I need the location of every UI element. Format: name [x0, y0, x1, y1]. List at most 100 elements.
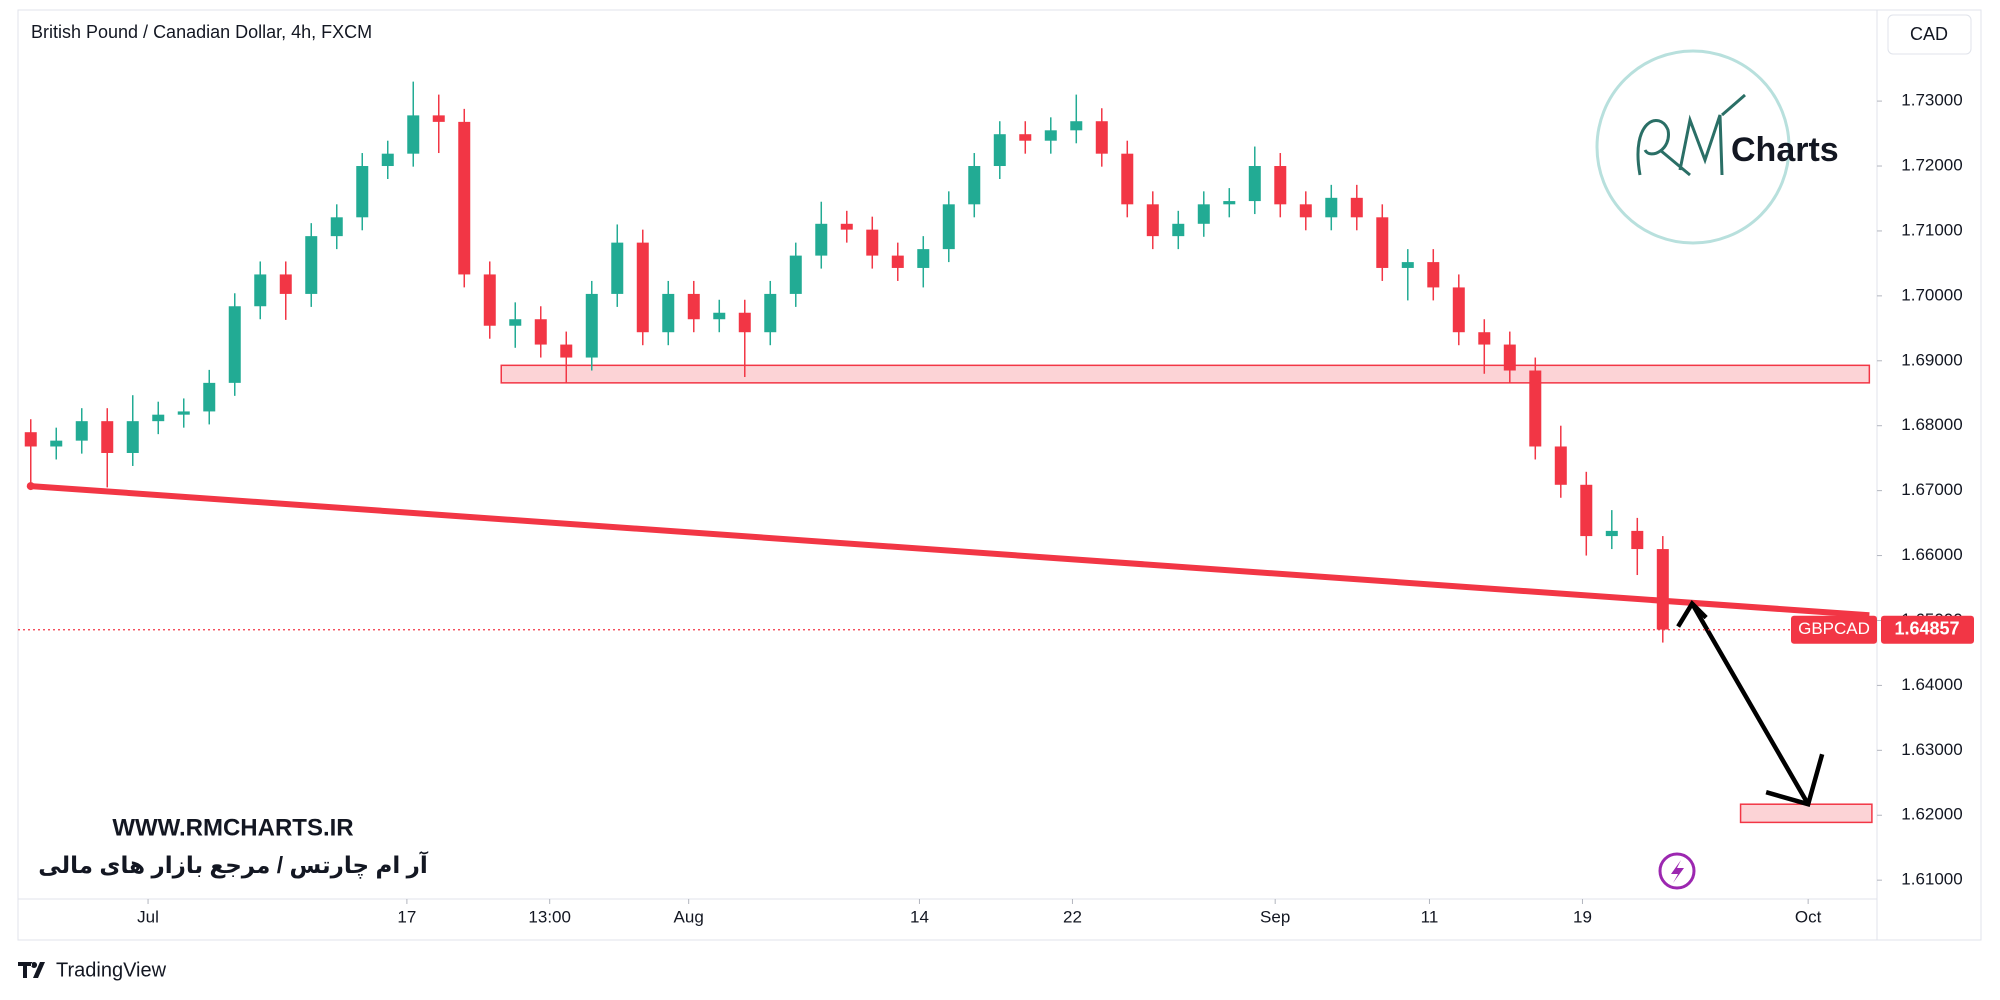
y-tick-label: 1.66000 — [1901, 545, 1962, 564]
candle-body — [636, 242, 649, 333]
brand-icon[interactable] — [18, 962, 45, 978]
candle-body — [432, 115, 445, 122]
candle-body — [305, 236, 318, 294]
y-tick-label: 1.62000 — [1901, 805, 1962, 824]
candle-body — [840, 223, 853, 230]
trendline-anchor — [26, 482, 35, 491]
x-tick-label: Oct — [1795, 907, 1822, 926]
candle-body — [1478, 332, 1491, 345]
candle-body — [177, 411, 190, 415]
candle-body — [483, 274, 496, 326]
candle-body — [993, 134, 1006, 167]
candle-body — [1172, 223, 1185, 237]
candle-body — [1299, 204, 1312, 218]
candle-body — [1376, 217, 1389, 268]
y-tick-label: 1.73000 — [1901, 91, 1962, 110]
candle-body — [24, 432, 37, 447]
candle-body — [458, 121, 471, 275]
candle-body — [662, 293, 675, 333]
trendline — [30, 483, 1870, 619]
candle-body — [330, 217, 343, 237]
logo-script — [1636, 93, 1746, 177]
support-zone — [500, 364, 1871, 384]
arrow-head — [1765, 753, 1825, 807]
watermark-subtitle: آر ام چارتس / مرجع بازار های مالی — [38, 850, 429, 879]
x-tick-label: Jul — [137, 907, 159, 926]
candle-body — [509, 319, 522, 326]
candle-body — [1452, 287, 1465, 333]
candle-body — [1656, 549, 1669, 630]
y-tick-label: 1.69000 — [1901, 350, 1962, 369]
candle-body — [279, 274, 292, 294]
symbol-label: GBPCAD — [1798, 619, 1870, 638]
candle-body — [1401, 262, 1414, 268]
candle-body — [1197, 204, 1210, 224]
candle-body — [611, 242, 624, 294]
logo-text: Charts — [1731, 131, 1839, 169]
candle-body — [1095, 121, 1108, 154]
x-tick-label: 22 — [1063, 907, 1082, 926]
candle-body — [1605, 530, 1618, 537]
candle-body — [50, 440, 63, 447]
x-tick-label: Aug — [674, 907, 704, 926]
candle-body — [1503, 344, 1516, 371]
candle-body — [560, 344, 573, 358]
candle-body — [1554, 446, 1567, 485]
y-tick-label: 1.71000 — [1901, 220, 1962, 239]
candle-body — [942, 204, 955, 250]
lightning-icon[interactable] — [1658, 852, 1696, 890]
y-tick-label: 1.72000 — [1901, 156, 1962, 175]
candle-body — [534, 319, 547, 345]
candle-body — [815, 223, 828, 256]
brand-name[interactable]: TradingView — [56, 959, 167, 981]
currency-button[interactable] — [1887, 14, 1972, 55]
candle-body — [891, 255, 904, 268]
candle-body — [101, 421, 114, 453]
candle-body — [203, 382, 216, 412]
candle-body — [126, 421, 139, 453]
symbol-tag — [1791, 615, 1877, 644]
y-tick-label: 1.68000 — [1901, 415, 1962, 434]
candle-body — [1325, 197, 1338, 218]
candle-body — [228, 306, 241, 383]
logo-ring — [1595, 49, 1791, 245]
candle-body — [713, 312, 726, 320]
arrow-shaft — [1690, 602, 1811, 806]
brand[interactable]: TradingView — [18, 959, 167, 981]
candle-body — [356, 166, 369, 218]
watermark: WWW.RMCHARTS.IR — [112, 814, 353, 841]
candle-body — [789, 255, 802, 294]
candle-body — [407, 115, 420, 154]
x-tick-label: 19 — [1573, 907, 1592, 926]
candle-body — [1350, 197, 1363, 218]
lightning-bolt[interactable] — [1671, 860, 1684, 883]
candle-body — [764, 293, 777, 333]
arrow-head-start — [1676, 599, 1708, 628]
x-tick-label: Sep — [1260, 907, 1290, 926]
candle-body — [1019, 134, 1032, 141]
y-tick-label: 1.61000 — [1901, 870, 1962, 889]
candle-body — [75, 421, 88, 441]
candle-body — [687, 293, 700, 320]
y-tick-label: 1.63000 — [1901, 740, 1962, 759]
candle-body — [152, 414, 165, 422]
price-label: 1.64857 — [1894, 619, 1959, 639]
candle-body — [1580, 484, 1593, 537]
price-tag — [1881, 615, 1974, 644]
candle-body — [381, 153, 394, 167]
candle-body — [738, 312, 751, 333]
x-tick-label: 11 — [1421, 907, 1439, 926]
target-zone — [1739, 803, 1873, 824]
lightning-ring[interactable] — [1658, 852, 1696, 890]
candle-body — [1427, 262, 1440, 288]
candle-body — [254, 274, 267, 307]
x-tick-label: 13:00 — [528, 907, 571, 926]
candle-body — [917, 249, 930, 268]
candle-body — [866, 229, 879, 256]
candle-body — [1044, 130, 1057, 141]
candle-body — [1248, 166, 1261, 202]
y-tick-label: 1.67000 — [1901, 480, 1962, 499]
currency-label[interactable]: CAD — [1910, 24, 1948, 44]
candle-body — [1631, 530, 1644, 550]
